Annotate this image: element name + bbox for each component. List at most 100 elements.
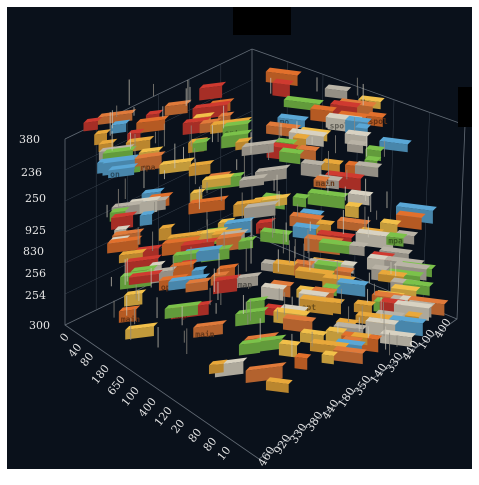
word-block-top bbox=[265, 377, 293, 385]
word-block-top bbox=[235, 137, 253, 143]
word-block-top bbox=[344, 129, 372, 137]
word-block-top bbox=[260, 227, 293, 235]
word-block-top bbox=[379, 246, 413, 255]
word-block: mpa bbox=[386, 232, 408, 247]
word-block-top bbox=[395, 202, 437, 211]
word-block-top bbox=[325, 170, 365, 179]
word-block-top bbox=[402, 279, 434, 287]
word-block-face bbox=[354, 164, 379, 178]
word-block-top bbox=[243, 200, 280, 209]
word-block-top bbox=[221, 129, 253, 137]
word-block-top bbox=[277, 113, 309, 121]
word-block-top bbox=[111, 211, 138, 219]
word-block-top bbox=[245, 296, 269, 303]
word-block-face bbox=[336, 282, 366, 297]
word-block-face bbox=[208, 363, 224, 375]
word-block bbox=[125, 322, 158, 340]
word-block-top bbox=[245, 362, 287, 371]
word-block-top bbox=[255, 217, 277, 224]
word-block-top bbox=[289, 211, 325, 220]
word-block-top bbox=[239, 173, 269, 181]
word-block-top bbox=[324, 84, 352, 92]
word-block bbox=[208, 359, 228, 375]
word-block-top bbox=[347, 189, 374, 197]
word-block-top bbox=[222, 119, 253, 127]
word-block: on bbox=[108, 163, 139, 179]
word-block bbox=[164, 99, 192, 116]
word-block bbox=[238, 338, 265, 356]
word-block-face bbox=[241, 143, 274, 157]
word-block-top bbox=[330, 100, 362, 108]
word-block-text: spol bbox=[330, 121, 349, 130]
word-block-text: opt bbox=[161, 283, 176, 292]
word-block-face bbox=[164, 304, 198, 319]
word-block-face bbox=[139, 214, 153, 227]
word-block-top bbox=[391, 283, 421, 292]
word-block-top bbox=[282, 314, 317, 322]
word-block-top bbox=[94, 129, 111, 135]
word-block-top bbox=[274, 137, 298, 144]
word-block-top bbox=[316, 219, 336, 226]
word-block-top bbox=[108, 163, 139, 171]
word-block-text: mpa bbox=[388, 237, 403, 246]
word-block-face bbox=[118, 309, 137, 323]
word-block-top bbox=[278, 339, 302, 346]
word-block-top bbox=[378, 269, 408, 277]
word-block-top bbox=[167, 230, 204, 239]
word-block-top bbox=[345, 201, 363, 208]
word-block-top bbox=[336, 278, 370, 286]
word-block-top bbox=[233, 197, 265, 206]
word-block-top bbox=[109, 206, 130, 213]
word-block-face bbox=[97, 113, 133, 125]
word-block bbox=[107, 235, 143, 254]
word-block-top bbox=[333, 345, 367, 354]
word-block-top bbox=[315, 174, 343, 182]
word-block-top bbox=[321, 158, 344, 165]
word-block-top bbox=[355, 228, 398, 238]
word-block-top bbox=[404, 311, 423, 317]
word-block-top bbox=[217, 217, 236, 224]
word-block-top bbox=[102, 155, 138, 164]
word-block-face bbox=[318, 242, 354, 255]
word-block-top bbox=[270, 279, 295, 287]
word-block bbox=[235, 306, 269, 327]
dark-block-right bbox=[458, 87, 472, 127]
word-block-top bbox=[349, 241, 369, 248]
word-block-top bbox=[393, 300, 433, 309]
word-block bbox=[321, 158, 344, 173]
word-blocks: MaMaspolspolmooptmpaonmainphdonmapmpanop… bbox=[83, 67, 449, 394]
word-block-face bbox=[243, 204, 276, 220]
word-block-top bbox=[261, 282, 288, 290]
word-block bbox=[345, 201, 363, 219]
word-block-face bbox=[324, 88, 348, 100]
word-block-face bbox=[108, 167, 135, 179]
word-cube-graphic: MaMaspolspolmooptmpaonmainphdonmapmpanop… bbox=[64, 48, 466, 460]
word-block-top bbox=[316, 229, 356, 239]
word-block-text: on bbox=[110, 170, 120, 179]
word-block-face bbox=[325, 301, 341, 315]
word-block-top bbox=[188, 195, 229, 205]
word-block-top bbox=[208, 359, 228, 366]
word-block-top bbox=[272, 78, 294, 85]
word-block-top bbox=[309, 338, 350, 348]
word-block-top bbox=[298, 289, 330, 297]
word-block-top bbox=[266, 141, 299, 150]
word-block-face bbox=[353, 303, 372, 315]
word-block-top bbox=[159, 157, 196, 166]
word-block-top bbox=[125, 135, 155, 143]
word-block bbox=[294, 352, 312, 370]
word-block-text: mpa bbox=[141, 163, 156, 172]
word-block-top bbox=[211, 227, 243, 236]
word-block-face bbox=[294, 356, 308, 370]
dark-block-top bbox=[233, 7, 291, 35]
word-block-top bbox=[396, 210, 426, 218]
word-block-top bbox=[124, 289, 147, 296]
word-block-face bbox=[199, 85, 223, 101]
word-block-top bbox=[180, 239, 206, 246]
word-block bbox=[188, 160, 215, 177]
word-block-top bbox=[371, 264, 390, 271]
word-block-face bbox=[253, 338, 283, 353]
word-block-top bbox=[297, 144, 320, 152]
word-block-top bbox=[337, 216, 371, 225]
y-axis-label-6: 256 bbox=[25, 267, 46, 280]
